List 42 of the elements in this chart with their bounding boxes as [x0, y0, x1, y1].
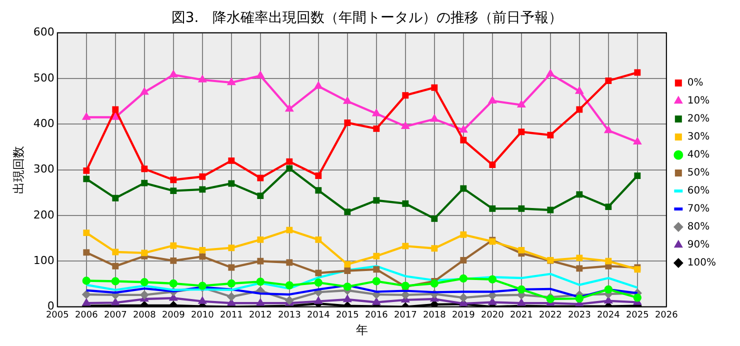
x-tick-label: 2023: [568, 310, 591, 321]
x-tick-label: 2026: [654, 310, 678, 321]
x-tick-label: 2005: [46, 310, 69, 321]
legend-label: 20%: [687, 114, 710, 125]
y-tick-label: 500: [33, 71, 54, 84]
x-tick-label: 2024: [596, 310, 620, 321]
legend-label: 10%: [687, 96, 710, 107]
x-tick-label: 2021: [510, 310, 533, 321]
x-tick-label: 2011: [220, 310, 243, 321]
x-tick-label: 2015: [336, 310, 359, 321]
x-tick-label: 2013: [278, 310, 301, 321]
x-tick-label: 2016: [364, 310, 388, 321]
y-tick-label: 300: [33, 162, 54, 176]
x-axis-title: 年: [356, 322, 368, 337]
x-tick-label: 2025: [626, 310, 649, 321]
x-tick-label: 2017: [394, 310, 417, 321]
y-tick-label: 600: [33, 26, 54, 39]
legend-label: 30%: [687, 132, 710, 143]
x-tick-label: 2012: [248, 310, 272, 321]
y-tick-label: 100: [33, 254, 54, 267]
x-tick-label: 2014: [306, 310, 330, 321]
legend-label: 90%: [687, 240, 710, 251]
chart-title: 図3. 降水確率出現回数（年間トータル）の推移（前日予報）: [171, 10, 563, 26]
x-tick-label: 2006: [74, 310, 98, 321]
x-tick-label: 2010: [190, 310, 214, 321]
x-tick-label: 2018: [422, 310, 446, 321]
legend-label: 40%: [687, 150, 710, 161]
x-tick-label: 2008: [132, 310, 156, 321]
x-tick-label: 2007: [104, 310, 127, 321]
y-tick-label: 400: [33, 116, 54, 130]
y-tick-label: 200: [33, 208, 54, 222]
legend-label: 0%: [687, 78, 704, 89]
x-tick-label: 2009: [162, 310, 186, 321]
legend-label: 70%: [687, 204, 710, 215]
legend-label: 60%: [687, 186, 710, 197]
y-axis-title: 出現回数: [11, 146, 26, 194]
x-tick-label: 2022: [538, 310, 562, 321]
legend-label: 50%: [687, 168, 710, 179]
x-tick-label: 2020: [480, 310, 504, 321]
x-tick-label: 2019: [452, 310, 476, 321]
legend-label: 100%: [687, 258, 716, 269]
legend-label: 80%: [687, 222, 710, 233]
